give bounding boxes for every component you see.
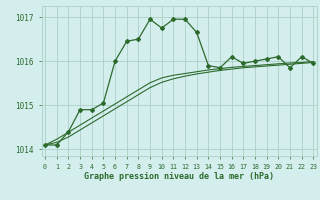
X-axis label: Graphe pression niveau de la mer (hPa): Graphe pression niveau de la mer (hPa)	[84, 172, 274, 181]
